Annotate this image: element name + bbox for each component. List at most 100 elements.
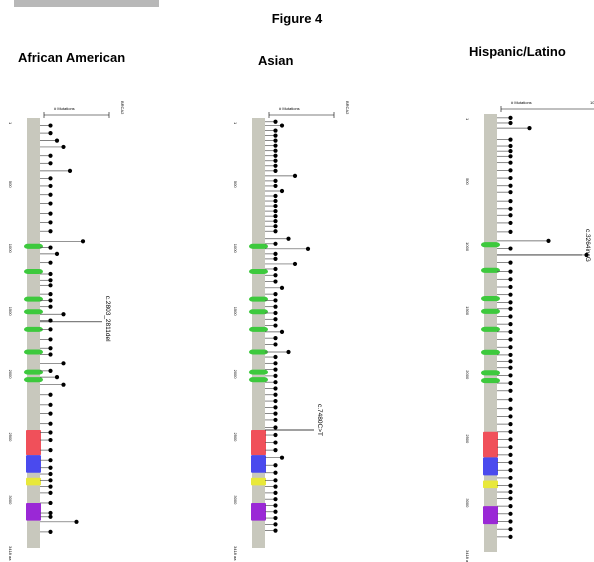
brc-repeat [24,268,43,274]
brc-repeat [24,349,43,355]
lollipop-head [279,455,285,460]
lollipop-head [508,452,513,457]
lollipop-head [584,252,589,258]
lollipop-head [273,251,278,256]
lollipop-head [273,143,278,148]
header-grey-bar [14,0,159,7]
lollipop-head [273,417,278,423]
lollipop-head [508,300,513,305]
lollipop-head [273,241,278,246]
lollipop-head [48,220,53,225]
lollipop-head [508,229,513,234]
brc-repeat [481,370,500,376]
lollipop-head [508,483,513,488]
aa-tick-label: 3000 [465,498,470,508]
brc-repeat [249,326,268,332]
lollipop-head [273,380,278,385]
lollipop-head [48,176,53,181]
brc-repeat [249,268,268,274]
ob3-domain [483,506,498,525]
lollipop-head [48,123,53,128]
lollipop-head [508,337,513,342]
lollipop-head [54,138,60,143]
lollipop-head [48,352,53,357]
lollipop-head [508,292,513,297]
lollipop-head [508,120,513,126]
aa-tick-label: 1500 [8,307,13,317]
lollipop-head [508,154,513,159]
aa-tick-label: 1500 [233,307,238,317]
lollipop-head [273,158,278,163]
brc-repeat [481,242,500,248]
brc-repeat [24,326,43,332]
count-axis-label: # Mutations [279,106,300,111]
lollipop-head [508,511,513,516]
lollipop-head [508,260,513,265]
lollipop-head [508,314,513,319]
lollipop-head [74,519,79,524]
aa-tick-label: 3000 [8,495,13,505]
lollipop-head [48,368,53,373]
brc-repeat [249,309,268,315]
lollipop-head [508,534,513,539]
lollipop-head [48,229,53,234]
lollipop-head [273,153,278,158]
lollipop-head [273,411,278,416]
lollipop-head [273,440,278,445]
aa-tick-label: 3418 aa [465,550,470,562]
lollipop-head [48,183,53,189]
lollipop-head [48,337,53,342]
brc-repeat [249,349,268,355]
lollipop-head [508,527,513,532]
lollipop-head [67,168,73,173]
aa-tick-label: 2000 [465,370,470,380]
lollipop-head [508,175,513,181]
lollipop-head [273,229,278,234]
callout-label: c.3264insG [584,229,591,262]
gene-label: BRCA2 [120,101,125,115]
lollipop-head [508,213,513,218]
tower-domain [251,477,266,486]
lollipop-head [508,168,513,173]
lollipop-head [508,414,513,419]
lollipop-head [54,251,60,256]
lollipop-head [48,283,53,288]
lollipop-head [273,484,278,489]
lollipop-head [508,206,513,211]
lollipop-head [48,161,53,166]
ob3-domain [251,502,266,521]
count-axis-max-label: 10 [590,100,594,105]
brc-repeat [481,267,500,273]
lollipop-head [48,529,53,534]
lollipop-head [48,402,53,407]
lollipop-panel-1: # Mutations BRCA2150010001500200025003000… [233,101,350,561]
lollipop-head [508,475,513,481]
lollipop-head [273,119,278,124]
lollipop-head [508,115,513,120]
lollipop-head [273,373,278,378]
helical-domain [251,429,266,456]
lollipop-head [273,528,278,533]
tower-domain [483,480,498,489]
brc-repeat [249,243,268,249]
lollipop-head [527,125,532,131]
lollipop-head [48,471,53,477]
lollipop-head [273,323,278,328]
lollipop-head [273,386,278,391]
lollipop-head [273,304,278,309]
lollipop-head [279,188,285,194]
lollipop-head [508,519,513,524]
lollipop-head [48,484,53,489]
lollipop-head [48,346,53,351]
lollipop-head [273,497,278,502]
aa-tick-label: 1 [465,118,470,121]
lollipop-head [273,503,278,508]
lollipop-head [508,468,513,473]
lollipop-head [508,397,513,402]
lollipop-head [273,342,278,347]
panel-title-asian: Asian [258,53,294,68]
lollipop-panel-0: # Mutations BRCA2150010001500200025003000… [8,101,125,561]
lollipop-head [508,284,513,290]
lollipop-head [48,304,53,309]
